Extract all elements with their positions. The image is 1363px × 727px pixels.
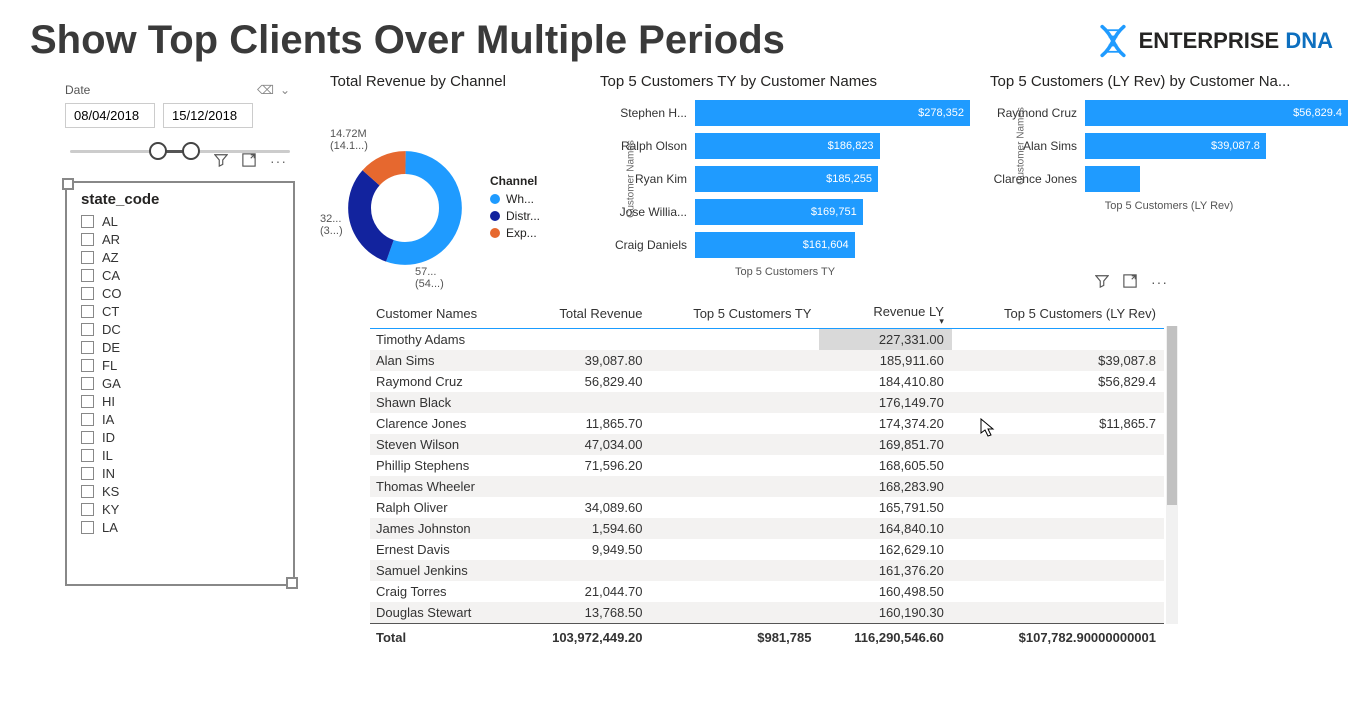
slider-handle-start[interactable]: [149, 142, 167, 160]
bar-ty-axis: Customer Names: [625, 140, 636, 218]
checkbox-icon[interactable]: [81, 485, 94, 498]
more-options-icon[interactable]: [270, 153, 287, 170]
state-option[interactable]: AL: [77, 212, 287, 230]
table-row[interactable]: James Johnston1,594.60164,840.10: [370, 518, 1164, 539]
more-options-icon[interactable]: [1151, 274, 1168, 291]
bar-row[interactable]: Ralph Olson$186,823: [600, 131, 970, 161]
table-header[interactable]: Total Revenue: [517, 298, 650, 328]
bar-ty-card[interactable]: Top 5 Customers TY by Customer Names Cus…: [600, 73, 970, 288]
brand-logo: ENTERPRISE DNA: [1095, 23, 1333, 59]
checkbox-icon[interactable]: [81, 467, 94, 480]
state-option[interactable]: GA: [77, 374, 287, 392]
state-slicer-header: state_code: [77, 191, 293, 212]
checkbox-icon[interactable]: [81, 503, 94, 516]
state-option[interactable]: CO: [77, 284, 287, 302]
table-scrollbar[interactable]: [1166, 326, 1178, 624]
state-option[interactable]: FL: [77, 356, 287, 374]
checkbox-icon[interactable]: [81, 341, 94, 354]
state-option[interactable]: IN: [77, 464, 287, 482]
dna-icon: [1095, 23, 1131, 59]
bar-ly-caption: Top 5 Customers (LY Rev): [990, 200, 1348, 212]
bar-row[interactable]: Clarence Jones: [990, 164, 1348, 194]
checkbox-icon[interactable]: [81, 251, 94, 264]
table-row[interactable]: Timothy Adams227,331.00: [370, 328, 1164, 350]
checkbox-icon[interactable]: [81, 215, 94, 228]
table-row[interactable]: Douglas Stewart13,768.50160,190.30: [370, 602, 1164, 624]
focus-icon[interactable]: [242, 153, 256, 170]
date-slicer-label: Date: [65, 83, 90, 97]
table-row[interactable]: Clarence Jones11,865.70174,374.20$11,865…: [370, 413, 1164, 434]
state-option[interactable]: AR: [77, 230, 287, 248]
checkbox-icon[interactable]: [81, 359, 94, 372]
table-row[interactable]: Raymond Cruz56,829.40184,410.80$56,829.4: [370, 371, 1164, 392]
state-option[interactable]: DC: [77, 320, 287, 338]
donut-title: Total Revenue by Channel: [330, 73, 580, 90]
state-option[interactable]: ID: [77, 428, 287, 446]
checkbox-icon[interactable]: [81, 323, 94, 336]
customer-table[interactable]: Customer NamesTotal RevenueTop 5 Custome…: [370, 298, 1164, 648]
table-row[interactable]: Samuel Jenkins161,376.20: [370, 560, 1164, 581]
focus-icon[interactable]: [1123, 274, 1137, 291]
legend-item[interactable]: Wh...: [490, 192, 540, 206]
bar-ty-caption: Top 5 Customers TY: [600, 266, 970, 278]
state-option[interactable]: CA: [77, 266, 287, 284]
table-row[interactable]: Shawn Black176,149.70: [370, 392, 1164, 413]
eraser-icon[interactable]: ⌫: [257, 83, 274, 97]
checkbox-icon[interactable]: [81, 305, 94, 318]
filter-icon[interactable]: [1095, 274, 1109, 291]
date-to-input[interactable]: [163, 103, 253, 128]
bar-ly-card[interactable]: Top 5 Customers (LY Rev) by Customer Na.…: [990, 73, 1348, 288]
page-title: Show Top Clients Over Multiple Periods: [30, 18, 785, 63]
table-header[interactable]: Top 5 Customers TY: [650, 298, 819, 328]
table-row[interactable]: Alan Sims39,087.80185,911.60$39,087.8: [370, 350, 1164, 371]
legend-item[interactable]: Exp...: [490, 226, 540, 240]
chevron-down-icon[interactable]: ⌄: [280, 83, 290, 97]
filter-icon[interactable]: [214, 153, 228, 170]
checkbox-icon[interactable]: [81, 233, 94, 246]
bar-row[interactable]: Ryan Kim$185,255: [600, 164, 970, 194]
table-row[interactable]: Ralph Oliver34,089.60165,791.50: [370, 497, 1164, 518]
date-from-input[interactable]: [65, 103, 155, 128]
bar-ly-title: Top 5 Customers (LY Rev) by Customer Na.…: [990, 73, 1348, 90]
table-header[interactable]: Customer Names: [370, 298, 517, 328]
donut-card[interactable]: Total Revenue by Channel 57...(54...)32.…: [330, 73, 580, 288]
bar-row[interactable]: Raymond Cruz$56,829.4: [990, 98, 1348, 128]
table-total-row: Total103,972,449.20$981,785116,290,546.6…: [370, 623, 1164, 648]
state-option[interactable]: HI: [77, 392, 287, 410]
bar-row[interactable]: Alan Sims$39,087.8: [990, 131, 1348, 161]
slider-handle-end[interactable]: [182, 142, 200, 160]
table-row[interactable]: Craig Torres21,044.70160,498.50: [370, 581, 1164, 602]
state-option[interactable]: AZ: [77, 248, 287, 266]
bar-row[interactable]: Jose Willia...$169,751: [600, 197, 970, 227]
state-option[interactable]: KS: [77, 482, 287, 500]
table-row[interactable]: Ernest Davis9,949.50162,629.10: [370, 539, 1164, 560]
state-option[interactable]: DE: [77, 338, 287, 356]
checkbox-icon[interactable]: [81, 269, 94, 282]
checkbox-icon[interactable]: [81, 413, 94, 426]
state-option[interactable]: KY: [77, 500, 287, 518]
bar-row[interactable]: Craig Daniels$161,604: [600, 230, 970, 260]
table-row[interactable]: Phillip Stephens71,596.20168,605.50: [370, 455, 1164, 476]
checkbox-icon[interactable]: [81, 395, 94, 408]
donut-legend: Channel Wh...Distr...Exp...: [490, 174, 540, 243]
state-slicer[interactable]: state_code ALARAZCACOCTDCDEFLGAHIIAIDILI…: [65, 181, 295, 586]
state-option[interactable]: CT: [77, 302, 287, 320]
checkbox-icon[interactable]: [81, 431, 94, 444]
table-header[interactable]: Top 5 Customers (LY Rev): [952, 298, 1164, 328]
bar-ly-axis: Customer Names: [1015, 107, 1026, 185]
table-header[interactable]: Revenue LY▾: [819, 298, 951, 328]
state-option[interactable]: IL: [77, 446, 287, 464]
state-option[interactable]: LA: [77, 518, 287, 536]
checkbox-icon[interactable]: [81, 377, 94, 390]
table-row[interactable]: Steven Wilson47,034.00169,851.70: [370, 434, 1164, 455]
legend-item[interactable]: Distr...: [490, 209, 540, 223]
table-row[interactable]: Thomas Wheeler168,283.90: [370, 476, 1164, 497]
bar-ty-title: Top 5 Customers TY by Customer Names: [600, 73, 970, 90]
checkbox-icon[interactable]: [81, 521, 94, 534]
bar-row[interactable]: Stephen H...$278,352: [600, 98, 970, 128]
state-option[interactable]: IA: [77, 410, 287, 428]
checkbox-icon[interactable]: [81, 287, 94, 300]
checkbox-icon[interactable]: [81, 449, 94, 462]
